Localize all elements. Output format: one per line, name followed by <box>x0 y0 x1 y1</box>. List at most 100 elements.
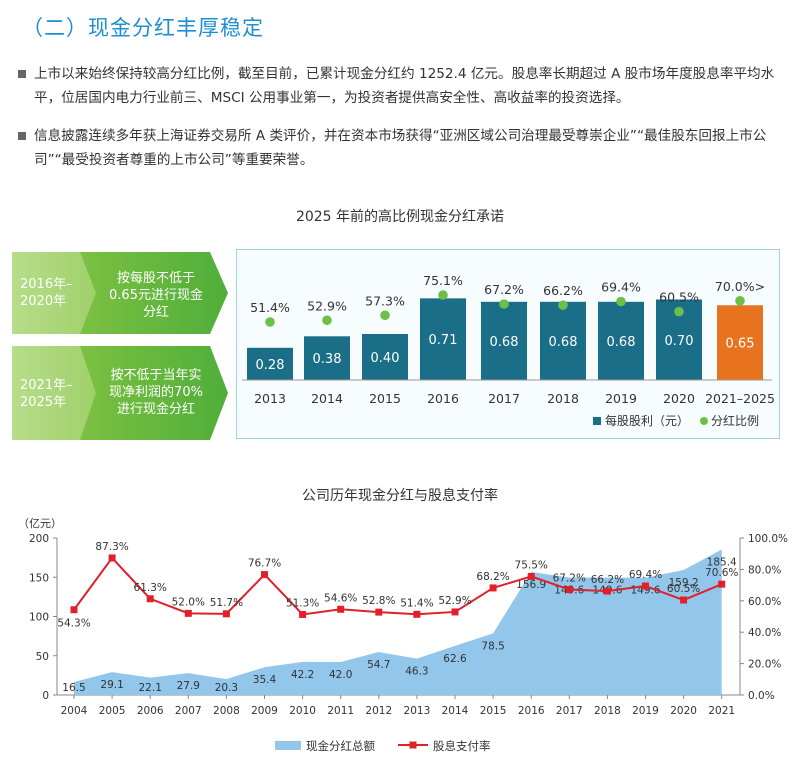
legend-dps-swatch <box>593 417 601 425</box>
x-tick-2011: 2011 <box>327 705 354 717</box>
right-tick-label: 0.0% <box>748 690 775 702</box>
dps-bar-2017 <box>481 301 527 380</box>
legend-dps-label: 每股股利（元） <box>605 413 689 428</box>
y-axis-unit: （亿元） <box>18 517 62 530</box>
x-tick-2004: 2004 <box>61 705 88 717</box>
ratio-dot-2021–2025 <box>735 296 745 306</box>
x-tick-2017: 2017 <box>488 391 520 406</box>
payout-label-2017: 67.2% <box>553 572 586 584</box>
total-label-2008: 20.3 <box>215 682 238 694</box>
payout-label-2010: 51.3% <box>286 597 319 609</box>
total-label-2021: 185.4 <box>707 556 737 568</box>
ratio-dot-2017 <box>499 299 509 309</box>
ratio-dot-2014 <box>322 315 332 326</box>
x-tick-2012: 2012 <box>365 705 392 717</box>
bullet-2: 信息披露连续多年获上海证券交易所 A 类评价，并在资本市场获得“亚洲区域公司治理… <box>18 124 788 172</box>
ratio-label-2021–2025: 70.0%> <box>715 279 765 294</box>
chart2-title: 公司历年现金分红与股息支付率 <box>302 488 498 504</box>
period-2-text: 按不低于当年实现净利润的70%进行现金分红 <box>109 368 203 417</box>
left-tick-label: 100 <box>29 612 49 624</box>
chart1-title: 2025 年前的高比例现金分红承诺 <box>295 209 505 225</box>
payout-marker-2018 <box>603 587 611 595</box>
dps-bar-2014 <box>304 336 350 380</box>
dps-label-2014: 0.38 <box>313 352 342 367</box>
period-1-years-arrow <box>12 252 98 334</box>
x-tick-2014: 2014 <box>442 705 469 717</box>
dps-label-2019: 0.68 <box>607 335 636 350</box>
x-tick-2017: 2017 <box>556 705 583 717</box>
legend-ratio-label: 分红比例 <box>711 413 759 428</box>
ratio-dot-2015 <box>380 310 390 321</box>
period-2-text-arrow <box>80 346 228 440</box>
x-tick-2018: 2018 <box>547 391 579 406</box>
dps-label-2015: 0.40 <box>371 351 400 366</box>
dps-label-2013: 0.28 <box>256 358 285 373</box>
payout-marker-2011 <box>337 605 345 613</box>
total-label-2004: 16.5 <box>62 682 85 694</box>
ratio-dot-2019 <box>616 296 626 307</box>
total-label-2016: 156.9 <box>516 579 546 591</box>
bullet-1: 上市以来始终保持较高分红比例，截至目前，已累计现金分红约 1252.4 亿元。股… <box>18 62 788 110</box>
x-tick-2005: 2005 <box>99 705 126 717</box>
total-label-2011: 42.0 <box>329 669 352 681</box>
total-label-2009: 35.4 <box>253 674 277 686</box>
x-tick-2013: 2013 <box>404 705 431 717</box>
x-tick-2020: 2020 <box>670 705 697 717</box>
total-label-2020: 159.2 <box>669 577 699 589</box>
period-2-years: 2021年–2025年 <box>20 378 73 410</box>
total-label-2007: 27.9 <box>177 680 200 692</box>
x-tick-2014: 2014 <box>311 391 343 406</box>
payout-marker-2020 <box>680 596 688 604</box>
ratio-dot-2016 <box>438 290 448 300</box>
dps-bar-2019 <box>598 301 644 380</box>
payout-marker-2013 <box>413 610 421 618</box>
x-tick-2020: 2020 <box>663 391 695 406</box>
legend-total-label: 现金分红总额 <box>306 739 375 753</box>
dps-bar-2021–2025 <box>717 305 763 380</box>
x-tick-2018: 2018 <box>594 705 621 717</box>
total-label-2012: 54.7 <box>367 659 390 671</box>
x-tick-2008: 2008 <box>213 705 240 717</box>
x-tick-2019: 2019 <box>605 391 637 406</box>
left-tick-label: 200 <box>29 533 49 545</box>
dps-label-2021–2025: 0.65 <box>726 337 755 352</box>
period-1-years: 2016年–2020年 <box>20 277 73 309</box>
total-label-2015: 78.5 <box>481 640 504 652</box>
ratio-label-2020: 60.5% <box>659 290 699 305</box>
payout-marker-2008 <box>222 610 230 618</box>
payout-marker-2006 <box>146 595 154 603</box>
x-tick-2021–2025: 2021–2025 <box>705 391 775 406</box>
payout-label-2019: 69.4% <box>629 569 662 581</box>
payout-marker-2017 <box>565 585 573 593</box>
payout-label-2014: 52.9% <box>438 595 471 607</box>
dps-label-2016: 0.71 <box>429 333 458 348</box>
bullet-1-text: 上市以来始终保持较高分红比例，截至目前，已累计现金分红约 1252.4 亿元。股… <box>34 66 775 106</box>
bullet-square-icon <box>18 70 26 78</box>
left-tick-label: 0 <box>42 690 49 702</box>
period-2-years-arrow <box>12 346 98 440</box>
right-tick-label: 20.0% <box>748 659 781 671</box>
dps-bar-2015 <box>362 334 408 380</box>
payout-label-2009: 76.7% <box>248 558 281 570</box>
ratio-label-2015: 57.3% <box>365 293 405 308</box>
payout-label-2018: 66.2% <box>591 574 624 586</box>
x-tick-2016: 2016 <box>427 391 459 406</box>
bullet-square-icon <box>18 132 26 140</box>
dps-bar-2018 <box>540 301 586 380</box>
x-tick-2010: 2010 <box>289 705 316 717</box>
right-tick-label: 100.0% <box>748 533 788 545</box>
left-tick-label: 150 <box>29 572 49 584</box>
x-tick-2016: 2016 <box>518 705 545 717</box>
payout-label-2007: 52.0% <box>172 596 205 608</box>
dps-bar-2013 <box>247 347 293 380</box>
x-tick-2009: 2009 <box>251 705 278 717</box>
right-tick-label: 40.0% <box>748 627 781 639</box>
payout-marker-2009 <box>261 571 268 579</box>
x-tick-2021: 2021 <box>708 705 735 717</box>
ratio-dot-2013 <box>265 317 275 327</box>
payout-ratio-line <box>73 556 723 616</box>
dividend-total-area <box>74 549 722 695</box>
payout-marker-2014 <box>451 608 459 616</box>
